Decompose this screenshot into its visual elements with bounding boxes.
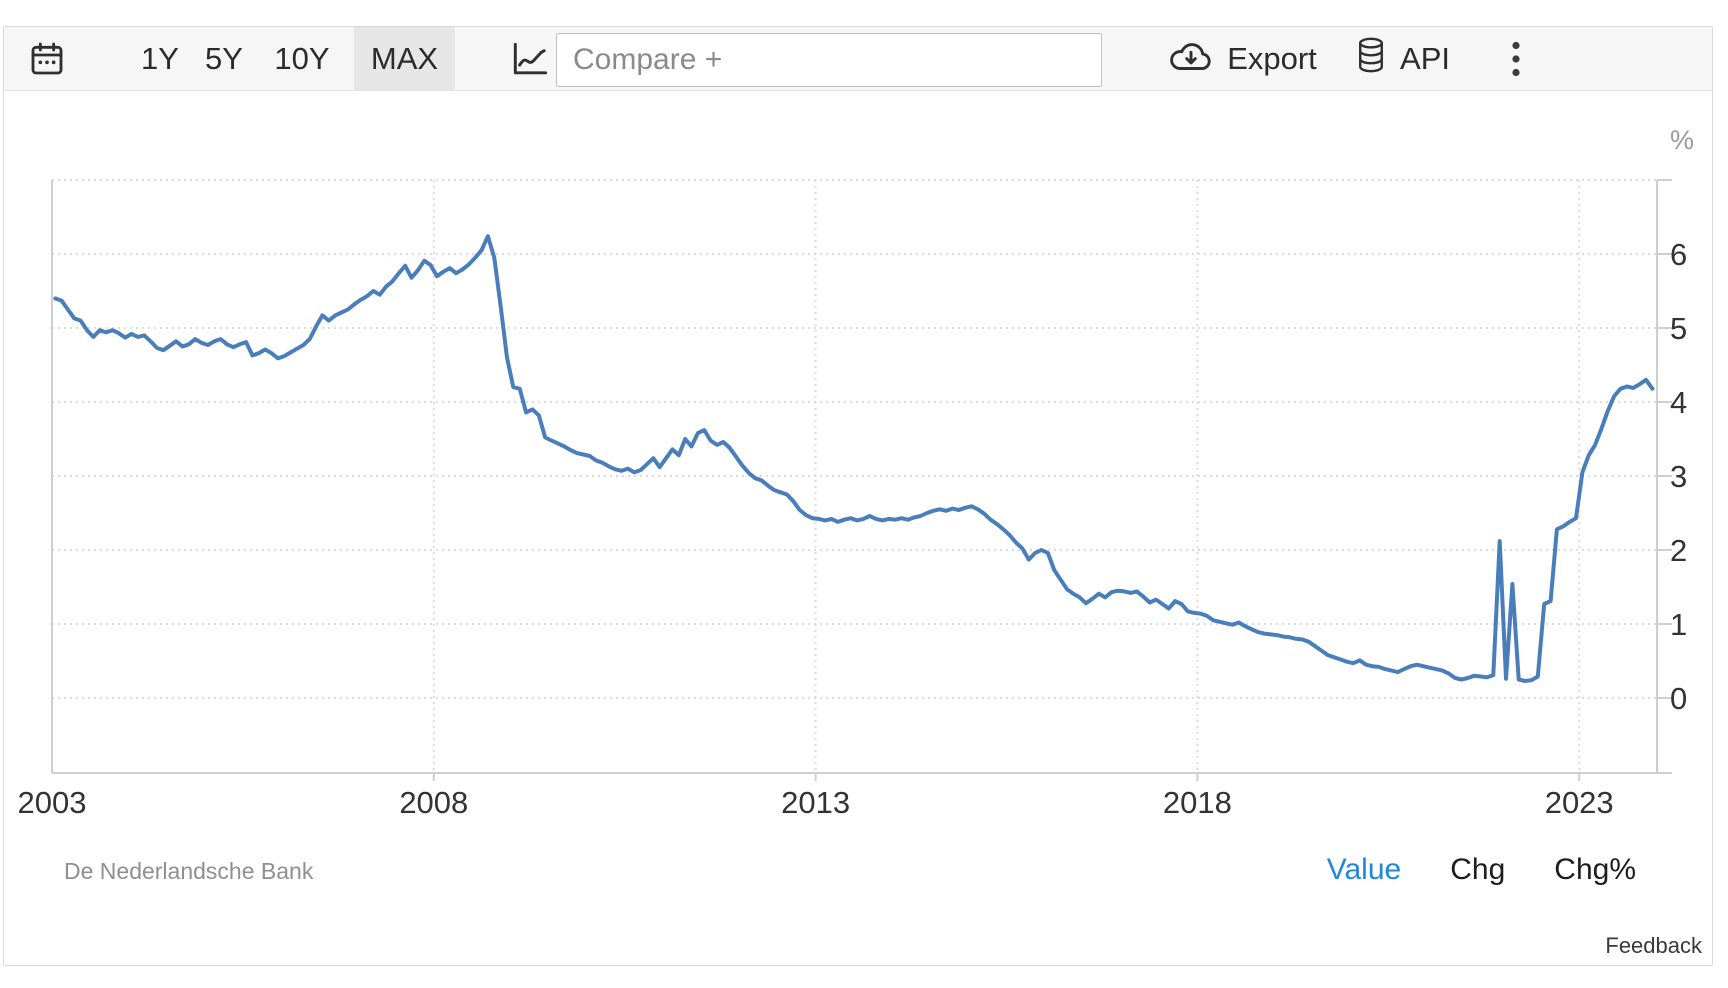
range-label: MAX <box>370 41 439 76</box>
source-attribution: De Nederlandsche Bank <box>64 858 314 884</box>
range-label: 10Y <box>274 41 330 76</box>
legend-chg[interactable]: Chg <box>1450 853 1506 886</box>
feedback-link[interactable]: Feedback <box>1605 933 1702 958</box>
series-mode-legend: Value Chg Chg% <box>1327 853 1636 887</box>
line-chart-icon <box>509 40 551 78</box>
api-button[interactable]: API <box>1342 27 1462 91</box>
y-tick-label: 6 <box>1670 237 1687 272</box>
chart-toolbar: 1Y 5Y 10Y MAX <box>4 27 1712 91</box>
more-options-button[interactable] <box>1494 27 1538 91</box>
x-tick-label: 2003 <box>18 785 87 820</box>
x-tick-label: 2008 <box>399 785 468 820</box>
y-tick-label: 1 <box>1670 607 1687 642</box>
range-label: 5Y <box>205 41 243 76</box>
export-button[interactable]: Export <box>1147 27 1337 91</box>
y-tick-label: 0 <box>1670 681 1687 716</box>
chart-widget: 1Y 5Y 10Y MAX <box>3 26 1713 966</box>
range-label: 1Y <box>141 41 179 76</box>
compare-input[interactable] <box>556 33 1102 87</box>
x-tick-label: 2018 <box>1163 785 1232 820</box>
x-tick-label: 2023 <box>1545 785 1614 820</box>
legend-value[interactable]: Value <box>1326 853 1402 886</box>
cloud-download-icon <box>1167 37 1215 81</box>
range-button-10y[interactable]: 10Y <box>258 27 346 91</box>
chart-type-button[interactable] <box>499 27 561 91</box>
y-tick-label: 5 <box>1670 311 1687 346</box>
kebab-menu-icon <box>1510 39 1522 79</box>
range-button-5y[interactable]: 5Y <box>193 27 255 91</box>
y-tick-label: 3 <box>1670 459 1687 494</box>
calendar-button[interactable] <box>18 27 76 91</box>
legend-chg-pct[interactable]: Chg% <box>1554 853 1636 886</box>
x-tick-label: 2013 <box>781 785 850 820</box>
data-series-line[interactable] <box>53 234 1655 683</box>
api-label: API <box>1400 41 1450 76</box>
range-button-1y[interactable]: 1Y <box>129 27 191 91</box>
y-tick-label: 4 <box>1670 385 1687 420</box>
y-tick-label: 2 <box>1670 533 1687 568</box>
calendar-icon <box>27 38 67 80</box>
export-label: Export <box>1227 41 1317 76</box>
database-icon <box>1354 34 1388 84</box>
range-button-max[interactable]: MAX <box>354 27 455 91</box>
chart-canvas[interactable]: 0 1 2 3 4 5 6% 2003 2008 2013 2018 2023 <box>4 91 1714 831</box>
y-axis-unit-label: % <box>1670 125 1694 155</box>
